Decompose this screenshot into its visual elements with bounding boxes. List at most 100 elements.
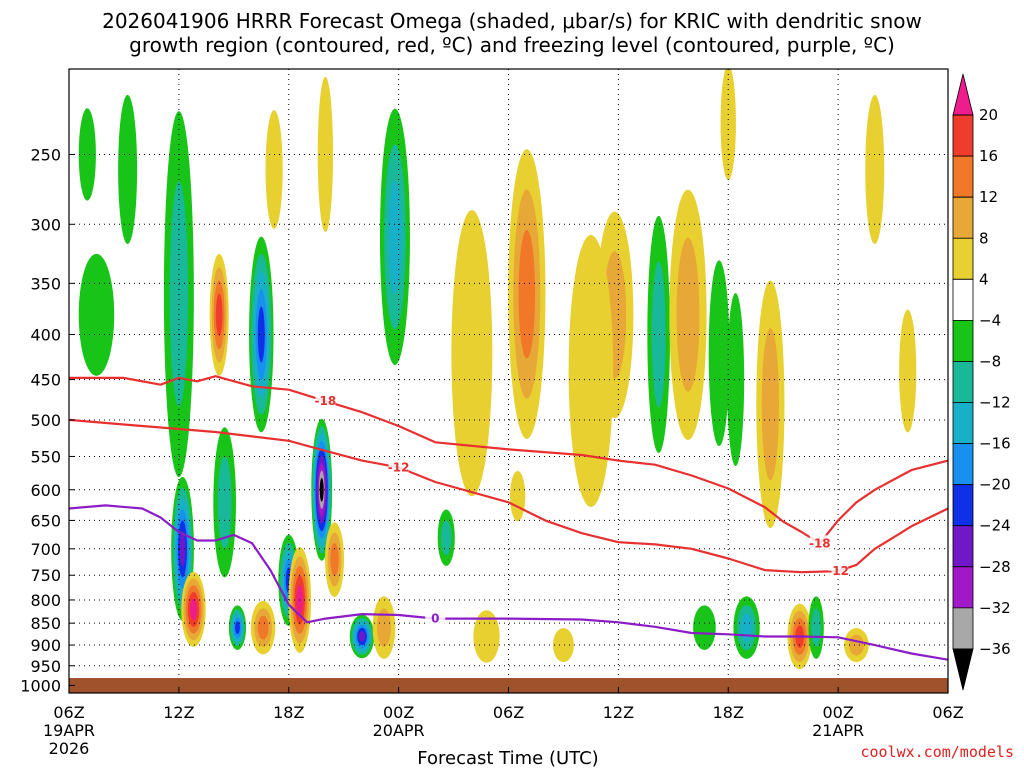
colorbar-label: 8 bbox=[979, 229, 989, 247]
colorbar-swatch bbox=[952, 155, 974, 198]
x-tick-label: 00Z bbox=[383, 703, 414, 722]
omega-contour-fill bbox=[708, 260, 730, 447]
omega-contour-fill bbox=[190, 598, 198, 621]
omega-contour-fill bbox=[359, 631, 365, 642]
omega-contour-fill bbox=[440, 520, 452, 556]
y-tick-label: 1000 bbox=[20, 676, 61, 695]
omega-cell bbox=[437, 509, 455, 566]
omega-contour-fill bbox=[265, 110, 283, 229]
omega-cell bbox=[669, 189, 707, 441]
contour-label: -12 bbox=[827, 564, 849, 578]
x-tick-label: 18Z bbox=[273, 703, 304, 722]
contour-label: -18 bbox=[809, 536, 831, 550]
chart-title-line-2: growth region (contoured, red, ºC) and f… bbox=[129, 33, 895, 57]
contour-line bbox=[69, 504, 948, 661]
omega-contour-fill bbox=[518, 229, 536, 359]
colorbar-swatch bbox=[952, 525, 974, 568]
omega-cell bbox=[647, 215, 670, 454]
colorbar-swatch bbox=[952, 484, 974, 527]
omega-contour-fill bbox=[319, 477, 324, 502]
contour-label-background bbox=[315, 393, 336, 408]
y-tick-label: 700 bbox=[30, 540, 61, 559]
omega-contour-fill bbox=[865, 94, 885, 245]
x-tick-label: 06Z bbox=[932, 703, 963, 722]
colorbar-swatch bbox=[952, 237, 974, 280]
colorbar-label: −36 bbox=[979, 640, 1011, 658]
omega-contour-fill bbox=[388, 179, 402, 294]
contour-label-background bbox=[828, 563, 849, 578]
omega-field bbox=[78, 69, 917, 670]
colorbar-swatch bbox=[952, 196, 974, 239]
colorbar-swatch bbox=[952, 566, 974, 609]
omega-cell bbox=[808, 596, 824, 659]
colorbar-swatch bbox=[952, 73, 974, 116]
omega-cell bbox=[249, 236, 274, 433]
omega-cell bbox=[118, 94, 138, 245]
omega-cell bbox=[726, 293, 745, 467]
credit-text: coolwx.com/models bbox=[860, 743, 1014, 761]
x-tick-year-label: 2026 bbox=[49, 739, 90, 758]
omega-contour-fill bbox=[676, 237, 700, 392]
colorbar-label: −28 bbox=[979, 558, 1011, 576]
omega-contour-fill bbox=[651, 261, 666, 408]
grid bbox=[69, 69, 948, 693]
colorbar-label: −4 bbox=[979, 311, 1001, 329]
omega-contour-fill bbox=[317, 76, 334, 233]
omega-contour-fill bbox=[848, 634, 864, 656]
omega-cell bbox=[553, 628, 574, 663]
omega-cell bbox=[508, 149, 546, 439]
colorbar-label: −16 bbox=[979, 435, 1011, 453]
omega-contour-fill bbox=[720, 69, 736, 180]
omega-contour-fill bbox=[553, 628, 574, 663]
y-tick-label: 900 bbox=[30, 636, 61, 655]
y-tick-label: 300 bbox=[30, 215, 61, 234]
omega-cell bbox=[865, 94, 885, 245]
x-tick-label: 12Z bbox=[163, 703, 194, 722]
y-tick-label: 650 bbox=[30, 511, 61, 530]
omega-contour-fill bbox=[179, 531, 186, 567]
contour-label: -12 bbox=[388, 460, 410, 474]
y-tick-label: 950 bbox=[30, 657, 61, 676]
colorbar-swatch bbox=[952, 607, 974, 650]
contours: -18 -18 -12 -12 0 bbox=[69, 375, 948, 661]
contour-label-background bbox=[388, 459, 409, 474]
omega-contour-fill bbox=[761, 328, 780, 481]
omega-contour-fill bbox=[693, 605, 716, 650]
y-tick-label: 750 bbox=[30, 566, 61, 585]
colorbar-label: 4 bbox=[979, 270, 989, 288]
y-tick-label: 450 bbox=[30, 371, 61, 390]
colorbar: 20 16 12 8 4 −4 −8 −12 −16 −20 −24 −28 −32 −36 bbox=[952, 73, 1011, 691]
y-tick-label: 350 bbox=[30, 274, 61, 293]
omega-contour-fill bbox=[118, 94, 138, 245]
chart-title-line-1: 2026041906 HRRR Forecast Omega (shaded, … bbox=[102, 9, 922, 33]
omega-cell bbox=[899, 309, 917, 433]
y-axis: 250 300 350 400 450 500 550 600 650 700 750 800 850 9… bbox=[20, 145, 75, 695]
colorbar-label: −12 bbox=[979, 394, 1011, 412]
x-axis-title: Forecast Time (UTC) bbox=[417, 748, 598, 768]
omega-contour-fill bbox=[899, 309, 917, 433]
omega-cell bbox=[349, 614, 375, 659]
omega-cell bbox=[568, 234, 614, 507]
y-tick-label: 800 bbox=[30, 591, 61, 610]
omega-cell bbox=[311, 418, 333, 561]
omega-cell bbox=[844, 628, 869, 663]
colorbar-label: 20 bbox=[979, 106, 998, 124]
omega-cell bbox=[78, 108, 96, 201]
omega-cell bbox=[509, 470, 526, 522]
omega-cell bbox=[78, 253, 115, 376]
colorbar-label: −20 bbox=[979, 476, 1011, 494]
colorbar-swatch bbox=[952, 114, 974, 157]
omega-contour-fill bbox=[78, 253, 115, 376]
omega-contour-fill bbox=[215, 293, 223, 337]
colorbar-label: −24 bbox=[979, 517, 1011, 535]
y-tick-label: 600 bbox=[30, 481, 61, 500]
contour-label: 0 bbox=[431, 612, 439, 626]
omega-contour-fill bbox=[568, 234, 614, 507]
omega-cell bbox=[451, 210, 493, 497]
x-tick-date-label: 20APR bbox=[373, 721, 425, 740]
x-tick-date-label: 21APR bbox=[812, 721, 864, 740]
omega-cell bbox=[317, 76, 334, 233]
y-tick-label: 250 bbox=[30, 145, 61, 164]
omega-contour-fill bbox=[257, 306, 265, 363]
